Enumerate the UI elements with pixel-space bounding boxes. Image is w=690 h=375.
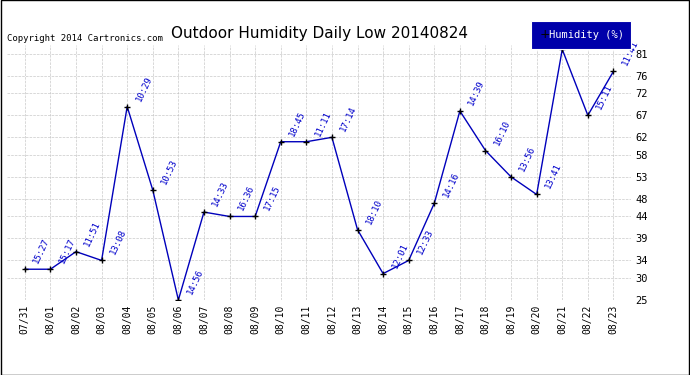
Text: Humidity (%): Humidity (%) <box>549 30 624 40</box>
Text: 14:33: 14:33 <box>211 180 230 208</box>
Text: 17:14: 17:14 <box>339 105 358 133</box>
Text: 16:10: 16:10 <box>493 118 512 146</box>
Text: 12:33: 12:33 <box>415 228 435 256</box>
Text: 16:36: 16:36 <box>237 184 256 212</box>
Text: 18:10: 18:10 <box>364 197 384 225</box>
Title: Outdoor Humidity Daily Low 20140824: Outdoor Humidity Daily Low 20140824 <box>170 26 468 41</box>
Text: 14:56: 14:56 <box>186 268 205 296</box>
Text: 13:08: 13:08 <box>108 228 128 256</box>
Text: 15:17: 15:17 <box>57 237 77 265</box>
Text: 17:15: 17:15 <box>262 184 282 212</box>
Text: 11:51: 11:51 <box>83 219 102 248</box>
Text: 12:01: 12:01 <box>390 241 410 270</box>
Text: 14:16: 14:16 <box>441 171 461 199</box>
Text: 15:27: 15:27 <box>32 237 51 265</box>
Text: 13:41: 13:41 <box>544 162 563 190</box>
Text: 11:41: 11:41 <box>620 39 640 67</box>
Text: Copyright 2014 Cartronics.com: Copyright 2014 Cartronics.com <box>7 34 163 43</box>
Text: 11:11: 11:11 <box>313 110 333 138</box>
Text: 14:39: 14:39 <box>467 79 486 107</box>
Text: 15:11: 15:11 <box>595 83 614 111</box>
Text: 13:56: 13:56 <box>518 145 538 173</box>
Text: 18:45: 18:45 <box>288 110 307 138</box>
Text: 10:53: 10:53 <box>159 158 179 186</box>
Text: 10:29: 10:29 <box>134 74 154 102</box>
Text: +: + <box>540 28 550 41</box>
